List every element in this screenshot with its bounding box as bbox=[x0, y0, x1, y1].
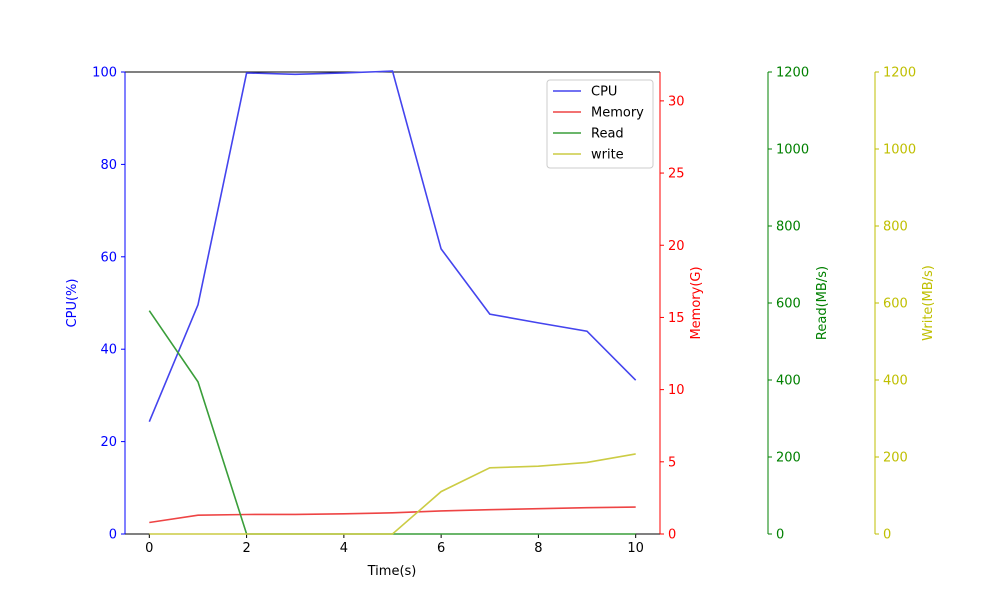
series-memory-line bbox=[149, 506, 636, 524]
legend-label: Memory bbox=[591, 106, 644, 121]
read-tick-label: 600 bbox=[776, 297, 801, 312]
cpu-tick-label: 100 bbox=[92, 66, 117, 81]
read-axis-label: Read(MB/s) bbox=[815, 266, 830, 340]
mem-tick-label: 15 bbox=[668, 311, 685, 326]
mem-tick-label: 5 bbox=[668, 455, 676, 470]
read-tick-label: 400 bbox=[776, 374, 801, 389]
read-tick-label: 800 bbox=[776, 220, 801, 235]
write-axis-label: Write(MB/s) bbox=[921, 265, 936, 341]
series-cpu-line bbox=[148, 70, 637, 423]
legend-label: CPU bbox=[591, 85, 617, 100]
mem-tick-label: 30 bbox=[668, 94, 685, 109]
legend-label: write bbox=[591, 148, 624, 163]
read-tick-label: 200 bbox=[776, 451, 801, 466]
write-tick-label: 800 bbox=[883, 220, 908, 235]
cpu-tick-label: 60 bbox=[100, 250, 117, 265]
legend-box bbox=[546, 79, 654, 169]
x-tick-label: 10 bbox=[627, 541, 644, 556]
mem-tick-label: 20 bbox=[668, 239, 685, 254]
cpu-tick-label: 20 bbox=[100, 435, 117, 450]
write-tick-label: 0 bbox=[883, 528, 891, 543]
x-tick-label: 0 bbox=[145, 541, 153, 556]
series-write-line bbox=[149, 453, 636, 535]
read-tick-label: 1000 bbox=[776, 143, 809, 158]
cpu-tick-label: 0 bbox=[109, 528, 117, 543]
x-axis-label: Time(s) bbox=[367, 564, 417, 579]
series-layer bbox=[148, 70, 637, 535]
axes-layer: 0 2 4 6 8 10020406080100CPU(%)051015202530Mem… bbox=[65, 66, 936, 557]
write-tick-label: 200 bbox=[883, 451, 908, 466]
read-tick-label: 0 bbox=[776, 528, 784, 543]
mem-tick-label: 25 bbox=[668, 167, 685, 182]
series-read-line bbox=[148, 310, 636, 535]
cpu-axis-label: CPU(%) bbox=[65, 279, 80, 328]
write-tick-label: 1200 bbox=[883, 66, 916, 81]
mem-axis-label: Memory(G) bbox=[689, 266, 704, 339]
read-tick-label: 1200 bbox=[776, 66, 809, 81]
cpu-tick-label: 80 bbox=[100, 158, 117, 173]
x-tick-label: 8 bbox=[534, 541, 542, 556]
write-tick-label: 1000 bbox=[883, 143, 916, 158]
legend: CPU Memory Read write bbox=[546, 79, 654, 169]
cpu-tick-label: 40 bbox=[100, 343, 117, 358]
x-tick-label: 6 bbox=[437, 541, 445, 556]
x-tick-label: 4 bbox=[340, 541, 348, 556]
legend-label: Read bbox=[591, 127, 624, 142]
write-tick-label: 600 bbox=[883, 297, 908, 312]
mem-tick-label: 10 bbox=[668, 383, 685, 398]
x-tick-label: 2 bbox=[242, 541, 250, 556]
write-tick-label: 400 bbox=[883, 374, 908, 389]
mem-tick-label: 0 bbox=[668, 528, 676, 543]
